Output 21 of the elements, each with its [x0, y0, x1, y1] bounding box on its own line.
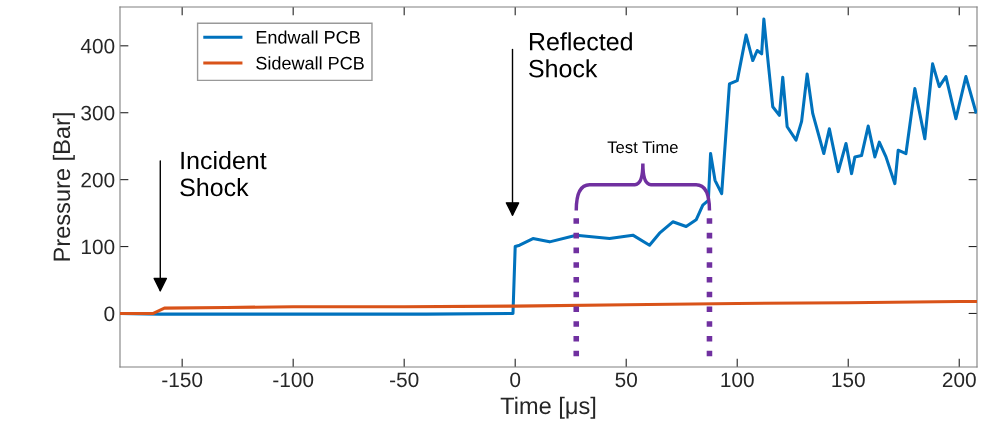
- y-tick-label: 300: [81, 105, 115, 121]
- y-tick-label: 400: [80, 38, 115, 54]
- legend-label: Endwall PCB: [256, 30, 360, 44]
- x-axis-title: Time [μs]: [500, 396, 596, 419]
- annotation: Reflected Shock: [529, 32, 632, 78]
- legend-label: Sidewall PCB: [256, 56, 364, 70]
- y-tick-label: 100: [81, 239, 115, 255]
- x-tick-label: -150: [162, 372, 203, 388]
- x-tick-label: 200: [942, 372, 976, 388]
- x-tick-label: -50: [390, 372, 419, 388]
- y-axis-title: Pressure [Bar]: [52, 113, 75, 261]
- y-tick-label: 0: [104, 306, 115, 322]
- annotation: Incident Shock: [180, 151, 267, 197]
- y-tick-label: 200: [81, 172, 115, 188]
- x-tick-label: 50: [615, 372, 637, 388]
- line-series: [120, 299, 977, 315]
- annotation: Test Time: [607, 140, 678, 154]
- x-tick-label: 150: [832, 372, 865, 388]
- x-tick-label: 0: [510, 372, 521, 388]
- x-tick-label: -100: [273, 372, 314, 388]
- x-tick-label: 100: [721, 372, 754, 388]
